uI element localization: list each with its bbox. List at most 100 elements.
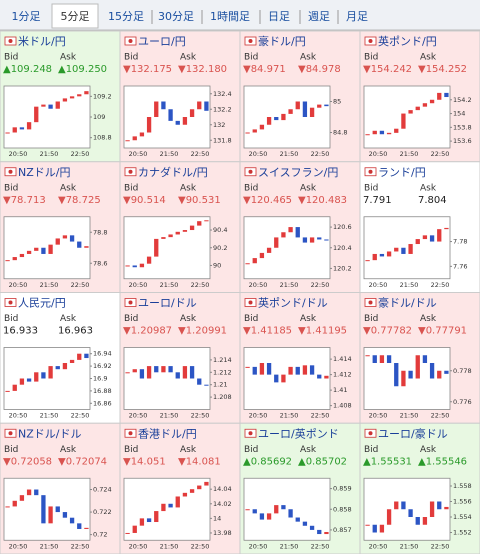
time-label: 21:50 <box>400 281 419 289</box>
chart-box <box>123 216 211 280</box>
candle <box>317 104 322 108</box>
candle <box>252 366 257 375</box>
pair-name[interactable]: NZドル/ドル <box>18 427 81 440</box>
y-tick-label: 7.78 <box>453 238 467 246</box>
flag-dot <box>128 431 133 436</box>
candle <box>197 485 202 490</box>
candle <box>5 506 10 508</box>
candle <box>34 489 39 496</box>
candle <box>77 241 82 248</box>
tab[interactable]: 日足 <box>268 10 290 23</box>
pair-name[interactable]: 米ドル/円 <box>18 35 66 48</box>
candle <box>69 235 75 242</box>
y-tick-label: 0.859 <box>333 485 352 493</box>
pair-name[interactable]: ユーロ/円 <box>138 35 186 48</box>
chart-box <box>363 477 451 541</box>
pair-name[interactable]: ユーロ/ドル <box>138 297 197 310</box>
candle <box>245 263 250 265</box>
candle <box>77 523 82 529</box>
pair-name[interactable]: ランド/円 <box>378 166 426 179</box>
candle <box>41 495 46 524</box>
time-label: 20:50 <box>129 542 148 550</box>
candle <box>245 132 250 134</box>
candle <box>444 506 449 510</box>
bid-label: Bid <box>4 314 18 324</box>
candle <box>189 366 195 379</box>
ask-value: ▼132.180 <box>178 64 227 75</box>
pair-name[interactable]: 豪ドル/ドル <box>378 296 437 310</box>
bid-value: ▼78.713 <box>3 195 46 206</box>
candle <box>266 117 272 125</box>
candle <box>408 110 413 114</box>
ask-value: 16.963 <box>58 326 93 337</box>
candle <box>394 501 399 510</box>
candle <box>182 117 188 125</box>
chart-box <box>3 216 91 280</box>
y-tick-label: 1.214 <box>213 356 232 364</box>
candle <box>394 247 399 252</box>
ask-label: Ask <box>180 53 197 63</box>
pair-name[interactable]: NZドル/円 <box>18 166 70 179</box>
candle <box>295 517 300 522</box>
ask-value: ▼0.77791 <box>418 326 467 337</box>
tab[interactable]: 1分足 <box>12 10 41 23</box>
bid-value: ▲1.55531 <box>363 456 412 467</box>
pair-name[interactable]: 英ポンド/円 <box>378 34 437 48</box>
tab[interactable]: 30分足 <box>158 10 194 23</box>
pair-name[interactable]: 人民元/円 <box>18 297 66 310</box>
pair-name[interactable]: 香港ドル/円 <box>138 427 197 440</box>
candle <box>365 260 370 262</box>
y-tick-label: 14.02 <box>213 500 232 508</box>
candle <box>34 247 39 251</box>
pair-name[interactable]: ユーロ/英ポンド <box>258 426 339 440</box>
candle <box>372 253 377 261</box>
tab[interactable]: 15分足 <box>108 10 144 23</box>
candle <box>175 372 180 379</box>
candle <box>168 234 173 238</box>
candle <box>379 355 385 363</box>
tab[interactable]: 月足 <box>346 10 368 23</box>
time-label: 22:50 <box>311 150 330 158</box>
candle <box>365 355 370 357</box>
candle <box>372 524 377 533</box>
time-label: 21:50 <box>40 150 59 158</box>
ask-label: Ask <box>300 183 317 193</box>
candle <box>437 370 442 379</box>
candle <box>19 253 25 258</box>
pair-name[interactable]: 英ポンド/ドル <box>258 296 328 310</box>
bid-label: Bid <box>124 445 138 455</box>
time-label: 21:50 <box>40 412 59 420</box>
bid-label: Bid <box>364 183 378 193</box>
time-label: 22:50 <box>71 542 90 550</box>
y-tick-label: 132.4 <box>213 90 232 98</box>
pair-name[interactable]: 豪ドル/円 <box>258 34 306 48</box>
candle <box>408 509 413 517</box>
candle <box>161 101 166 110</box>
candle <box>132 525 137 533</box>
candle <box>55 506 60 513</box>
pair-name[interactable]: カナダドル/円 <box>138 165 208 179</box>
pair-name[interactable]: スイスフラン/円 <box>258 166 338 179</box>
candle <box>365 524 370 526</box>
candle <box>281 374 286 383</box>
candle <box>154 366 159 373</box>
time-label: 22:50 <box>71 150 90 158</box>
pair-name[interactable]: ユーロ/豪ドル <box>378 426 448 440</box>
y-tick-label: 153.8 <box>453 123 472 131</box>
candle <box>84 246 89 248</box>
candle <box>379 253 385 257</box>
tab[interactable]: 1時間足 <box>210 10 250 23</box>
ask-value: ▼14.081 <box>178 456 221 467</box>
candle <box>146 117 152 133</box>
candle <box>69 359 75 363</box>
y-tick-label: 131.8 <box>213 136 232 144</box>
candle <box>175 120 180 125</box>
candle <box>401 501 406 510</box>
tab[interactable]: 5分足 <box>61 10 90 23</box>
y-tick-label: 1.558 <box>453 482 472 490</box>
tab[interactable]: 週足 <box>308 10 330 23</box>
time-label: 20:50 <box>129 150 148 158</box>
y-tick-label: 1.412 <box>333 371 352 379</box>
flag-dot <box>8 431 13 436</box>
ask-value: ▼84.978 <box>298 64 341 75</box>
